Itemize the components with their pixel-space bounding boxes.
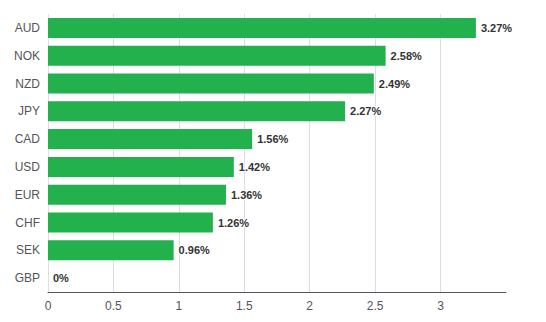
svg-text:2.49%: 2.49% xyxy=(379,78,410,90)
svg-text:NOK: NOK xyxy=(14,49,40,63)
svg-text:CAD: CAD xyxy=(15,132,41,146)
svg-text:3.27%: 3.27% xyxy=(481,22,512,34)
svg-text:2.58%: 2.58% xyxy=(391,50,422,62)
svg-text:EUR: EUR xyxy=(15,188,41,202)
svg-text:0.96%: 0.96% xyxy=(179,244,210,256)
svg-text:2.27%: 2.27% xyxy=(350,105,381,117)
svg-text:SEK: SEK xyxy=(16,243,40,257)
svg-text:1.26%: 1.26% xyxy=(218,217,249,229)
svg-text:1.36%: 1.36% xyxy=(231,189,262,201)
svg-text:3: 3 xyxy=(437,299,444,313)
svg-text:JPY: JPY xyxy=(18,104,40,118)
svg-text:1.5: 1.5 xyxy=(236,299,253,313)
svg-text:1: 1 xyxy=(176,299,183,313)
svg-text:1.42%: 1.42% xyxy=(239,161,270,173)
svg-text:0.5: 0.5 xyxy=(105,299,122,313)
svg-text:GBP: GBP xyxy=(15,271,40,285)
svg-text:NZD: NZD xyxy=(15,77,40,91)
svg-text:0: 0 xyxy=(45,299,52,313)
svg-text:2: 2 xyxy=(306,299,313,313)
svg-text:2.5: 2.5 xyxy=(367,299,384,313)
svg-text:1.56%: 1.56% xyxy=(257,133,288,145)
svg-text:0%: 0% xyxy=(53,272,69,284)
svg-text:AUD: AUD xyxy=(15,21,41,35)
svg-text:CHF: CHF xyxy=(15,216,40,230)
svg-text:USD: USD xyxy=(15,160,41,174)
